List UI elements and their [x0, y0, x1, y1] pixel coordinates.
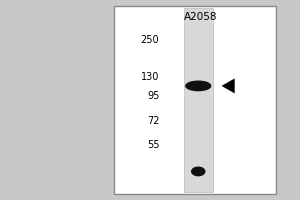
Text: 72: 72	[147, 116, 159, 126]
Bar	[114, 6, 276, 194]
Polygon shape	[222, 78, 235, 93]
Ellipse shape	[186, 81, 211, 91]
Text: 130: 130	[141, 72, 159, 82]
Ellipse shape	[192, 167, 205, 176]
Text: 250: 250	[141, 35, 159, 45]
Text: 95: 95	[147, 91, 159, 101]
Bar	[184, 8, 213, 192]
Text: A2058: A2058	[184, 12, 218, 22]
Text: 55: 55	[147, 140, 159, 150]
